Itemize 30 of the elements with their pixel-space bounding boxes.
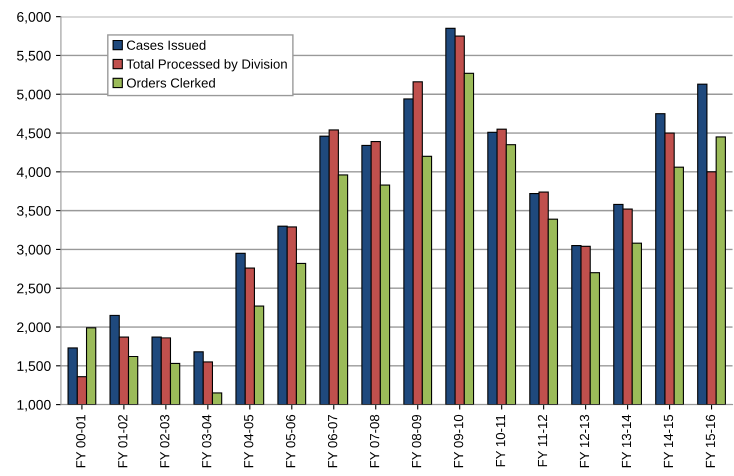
x-tick-label: FY 12-13: [580, 414, 590, 468]
x-tick-label: FY 08-09: [412, 414, 422, 468]
x-tick-label: FY 03-04: [202, 414, 212, 468]
x-tick-label: FY 01-02: [118, 414, 128, 468]
x-tick-label: FY 00-01: [76, 414, 86, 468]
x-tick-label: FY 09-10: [454, 414, 464, 468]
x-tick-label: FY 06-07: [328, 414, 338, 468]
x-tick-label: FY 04-05: [244, 414, 254, 468]
y-tick-label: 2,000: [17, 322, 51, 334]
y-tick-label: 4,000: [16, 167, 51, 179]
y-tick-label: 1,500: [18, 361, 51, 373]
x-tick-label: FY 02-03: [160, 414, 170, 468]
y-tick-label: 5,000: [17, 90, 51, 102]
y-tick-label: 3,000: [16, 244, 51, 256]
y-tick-label: 4,500: [16, 128, 51, 140]
legend-label: Cases Issued: [126, 40, 206, 50]
y-tick-label: 3,500: [16, 206, 51, 218]
y-tick-label: 6,000: [17, 12, 51, 24]
x-tick-label: FY 05-06: [286, 414, 296, 468]
x-tick-label: FY 10-11: [496, 414, 506, 466]
x-tick-label: FY 13-14: [622, 414, 632, 468]
x-tick-label: FY 07-08: [370, 414, 380, 468]
legend-label: Total Processed by Division: [126, 59, 287, 72]
x-tick-label: FY 14-15: [664, 414, 674, 468]
y-tick-label: 1,000: [18, 400, 51, 412]
y-tick-label: 2,500: [17, 284, 51, 296]
y-tick-label: 5,500: [17, 50, 51, 62]
x-tick-label: FY 15-16: [706, 414, 716, 468]
legend-label: Orders Clerked: [126, 78, 215, 88]
x-tick-label: FY 11-12: [538, 414, 548, 466]
